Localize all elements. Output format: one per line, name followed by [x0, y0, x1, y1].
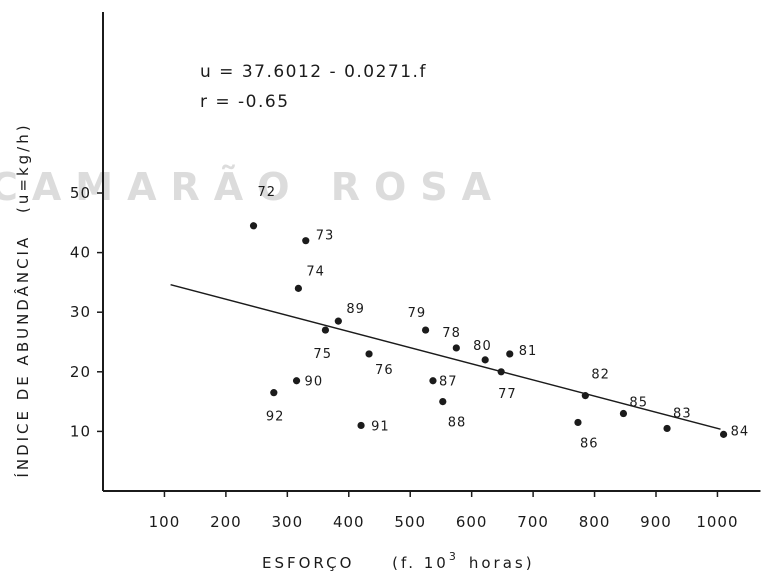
correlation-coefficient: r = -0.65	[200, 92, 290, 112]
data-point	[574, 418, 582, 427]
watermark-text: CAMARÃO ROSA	[0, 165, 505, 209]
point-label: 90	[305, 375, 324, 390]
point-label: 85	[629, 396, 648, 411]
data-point	[321, 326, 330, 334]
point-label: 75	[313, 347, 332, 362]
point-label: 83	[673, 406, 692, 421]
data-point	[439, 398, 447, 406]
x-tick-label: 1000	[696, 513, 738, 531]
data-point	[249, 222, 258, 230]
data-point	[506, 350, 514, 358]
x-tick-label: 300	[272, 513, 304, 531]
data-point	[294, 284, 302, 292]
point-label: 74	[306, 264, 325, 279]
data-point	[365, 350, 373, 358]
regression-line	[170, 283, 721, 430]
point-label: 87	[439, 375, 458, 390]
data-point	[719, 430, 728, 438]
x-axis-unit-end: horas)	[469, 554, 535, 572]
data-point	[581, 392, 589, 400]
x-tick-label: 100	[149, 513, 181, 531]
data-points: 72 73 74 75 89 76 90 92 91 79 78 87 88 80 81 77 82 86 85 83…	[249, 185, 750, 451]
y-axis-title: ÍNDICE DE ABUNDÂNCIA (u=kg/h)	[13, 122, 32, 477]
point-label: 76	[375, 363, 394, 378]
x-tick-label: 200	[210, 513, 242, 531]
point-label: 73	[316, 229, 335, 244]
y-tick-label: 40	[70, 244, 91, 262]
axes	[102, 12, 761, 492]
point-label: 78	[442, 326, 461, 341]
ticks: 100 200 300 400 500 600 700 800 900 1000 10 20 30 40 5…	[70, 184, 738, 531]
point-label: 84	[731, 424, 750, 439]
x-tick-label: 400	[333, 513, 365, 531]
point-label: 86	[580, 436, 599, 451]
regression-equation: u = 37.6012 - 0.0271.f	[200, 62, 427, 82]
data-point	[421, 326, 430, 334]
data-point	[619, 409, 628, 418]
y-axis-label: ÍNDICE DE ABUNDÂNCIA	[13, 235, 32, 478]
y-tick-label: 20	[70, 363, 91, 381]
data-point	[429, 377, 437, 385]
x-tick-label: 900	[640, 513, 672, 531]
y-tick-label: 50	[70, 184, 91, 202]
data-point	[452, 344, 460, 352]
point-label: 91	[371, 419, 390, 434]
data-point	[270, 389, 278, 397]
point-label: 82	[591, 368, 610, 383]
point-label: 72	[258, 185, 277, 200]
point-label: 89	[346, 302, 365, 317]
point-label: 81	[519, 344, 538, 359]
x-axis-unit-sup: 3	[449, 550, 459, 563]
x-axis-label: ESFORÇO	[262, 554, 354, 572]
x-axis-unit: (f. 10	[392, 554, 449, 572]
x-tick-label: 600	[456, 513, 488, 531]
data-point	[663, 424, 671, 433]
data-point	[292, 377, 301, 385]
data-point	[334, 317, 342, 325]
x-tick-label: 500	[394, 513, 426, 531]
point-label: 88	[448, 416, 467, 431]
x-tick-label: 700	[517, 513, 549, 531]
y-axis-unit: (u=kg/h)	[14, 122, 32, 213]
data-point	[497, 368, 505, 376]
x-tick-label: 800	[579, 513, 611, 531]
data-point	[357, 421, 365, 430]
point-label: 80	[473, 339, 492, 354]
point-label: 92	[266, 410, 285, 425]
y-tick-label: 10	[70, 422, 91, 440]
point-label: 79	[408, 306, 427, 321]
data-point	[481, 356, 489, 364]
point-label: 77	[498, 387, 517, 402]
data-point	[302, 237, 310, 245]
regression-line-group	[170, 283, 721, 430]
x-axis-title: ESFORÇO (f. 103 horas)	[262, 550, 535, 572]
y-tick-label: 30	[70, 303, 91, 321]
y-axis-title-group: ÍNDICE DE ABUNDÂNCIA (u=kg/h)	[13, 122, 32, 477]
